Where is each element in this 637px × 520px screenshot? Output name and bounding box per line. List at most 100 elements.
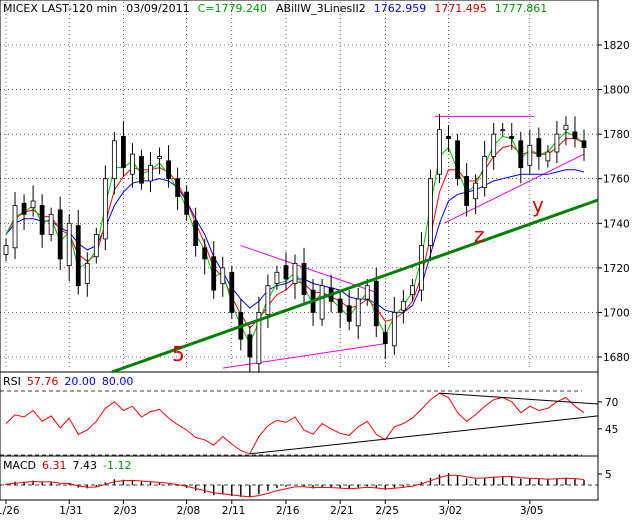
candle-body — [265, 285, 271, 316]
candle-body — [319, 285, 325, 320]
candle-body — [211, 256, 217, 291]
candle-body — [536, 138, 542, 157]
rising-support-line — [443, 153, 585, 224]
candle-body — [500, 129, 506, 132]
candle-body — [220, 267, 226, 284]
candle-body — [157, 156, 162, 160]
candle-body — [130, 153, 135, 175]
candle-body — [66, 222, 72, 267]
candle-body — [554, 133, 560, 153]
candle-body — [229, 271, 235, 313]
candle-body — [111, 140, 117, 180]
date-label: 2/11 — [222, 505, 246, 517]
rsi-panel: 70 45 — [0, 390, 618, 456]
candle-body — [355, 298, 361, 327]
main-trendline — [111, 198, 599, 374]
candle-body — [301, 262, 307, 295]
candle-body — [57, 209, 63, 260]
candle-body — [464, 176, 469, 206]
date-axis: 1/26 1/31 2/03 2/08 2/11 2/16 2/21 2/25 3/02 3/05 — [0, 500, 543, 517]
candle-body — [391, 312, 397, 347]
candle-body — [373, 280, 379, 327]
candle-body — [410, 285, 415, 295]
price-y-tick-label: 1780 — [603, 129, 630, 141]
candle-body — [93, 234, 99, 258]
wave-label-z: z — [474, 223, 485, 247]
candle-body — [148, 164, 153, 182]
candle-body — [166, 160, 171, 180]
rsi-legend: RSI 57.76 20.00 80.00 — [3, 375, 133, 388]
price-y-tick-label: 1680 — [603, 352, 630, 364]
date-label: 03/09/2011 — [126, 2, 189, 15]
candle-body — [455, 140, 460, 180]
candle-body — [292, 262, 298, 284]
candle-body — [346, 305, 352, 322]
candle-body — [419, 245, 424, 291]
price-y-tick-label: 1720 — [603, 263, 630, 275]
close-label: C=1779.240 — [198, 2, 267, 15]
macd-title: MACD — [3, 459, 36, 472]
price-y-tick-label: 1740 — [603, 218, 630, 230]
date-label: 3/02 — [439, 505, 463, 517]
upper-triangle-line — [240, 245, 377, 293]
candle-body — [437, 129, 442, 175]
rsi-upper-level: 80.00 — [102, 375, 134, 388]
wave-label-y: y — [532, 193, 544, 217]
plot-frame — [0, 0, 599, 501]
candle-body — [3, 245, 9, 255]
candle-body — [473, 182, 479, 200]
candle-body — [139, 156, 144, 184]
candle-body — [482, 156, 488, 189]
price-y-tick-label: 1700 — [603, 307, 630, 319]
candle-body — [75, 225, 81, 287]
candle-body — [121, 135, 126, 168]
macd-value: 6.31 — [42, 459, 67, 472]
date-label: 2/16 — [276, 505, 300, 517]
candle-body — [247, 334, 253, 358]
rsi-lower-level: 20.00 — [64, 375, 96, 388]
candle-body — [581, 140, 587, 148]
rsi-line — [5, 392, 585, 455]
candle-body — [400, 300, 406, 311]
price-y-tick-label: 1760 — [603, 174, 630, 186]
candle-body — [193, 220, 199, 246]
rsi-y-tick-label: 45 — [605, 424, 618, 436]
symbol-label: MICEX LAST-120 min — [3, 2, 117, 15]
price-y-axis: 1820 1800 1780 1760 1740 1720 1700 1680 — [598, 40, 630, 364]
macd-signal-value: 7.43 — [72, 459, 97, 472]
date-label: 2/21 — [330, 505, 354, 517]
indicator-label: ABillW_3LinesII2 — [276, 2, 366, 15]
candle-body — [12, 205, 18, 249]
macd-panel: 5 — [0, 469, 612, 498]
candle-body — [175, 178, 180, 197]
date-label: 1/31 — [59, 505, 83, 517]
candle-body — [382, 332, 388, 345]
candle-body — [102, 178, 108, 240]
macd-signal-line — [5, 474, 585, 498]
candle-body — [21, 202, 27, 215]
rsi-title: RSI — [3, 375, 21, 388]
rsi-value: 57.76 — [27, 375, 59, 388]
price-y-tick-label: 1820 — [603, 40, 630, 52]
ma-mid-value: 1771.495 — [434, 2, 487, 15]
candle-body — [84, 262, 90, 284]
candle-body — [202, 247, 208, 260]
wave-label-5: 5 — [172, 342, 185, 366]
candle-body — [337, 298, 343, 313]
candle-body — [283, 265, 289, 280]
ma-slow-value: 1762.959 — [374, 2, 427, 15]
macd-y-tick-label: 5 — [605, 469, 612, 481]
candle-body — [30, 200, 36, 209]
macd-legend: MACD 6.31 7.43 -1.12 — [3, 459, 131, 472]
date-label: 3/05 — [520, 505, 544, 517]
candle-body — [518, 140, 524, 168]
candle-body — [48, 213, 54, 235]
rsi-support-trendline — [249, 415, 599, 455]
candle-body — [563, 124, 569, 131]
candle-body — [572, 131, 578, 140]
candle-body — [364, 285, 370, 300]
candle-body — [509, 135, 515, 140]
candle-body — [274, 271, 280, 284]
legend-text: MICEX LAST-120 min 03/09/2011 C=1779.240 AB… — [3, 2, 547, 15]
